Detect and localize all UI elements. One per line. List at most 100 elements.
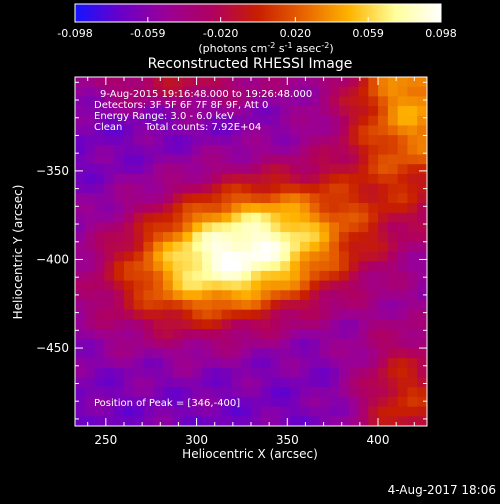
heatmap-cell xyxy=(75,154,86,165)
heatmap-cell xyxy=(202,358,213,369)
heatmap-cell xyxy=(348,125,360,136)
heatmap-cell xyxy=(94,241,105,253)
heatmap-cell xyxy=(84,203,96,214)
heatmap-cell xyxy=(319,86,330,97)
heatmap-cell xyxy=(211,106,223,117)
heatmap-cell xyxy=(182,203,193,214)
heatmap-cell xyxy=(407,106,418,117)
colorbar-tick-label: 0.020 xyxy=(280,27,312,40)
heatmap-cell xyxy=(368,144,379,156)
heatmap-cell xyxy=(143,232,154,243)
heatmap-cell xyxy=(192,338,203,350)
heatmap-cell xyxy=(94,299,105,311)
heatmap-cell xyxy=(299,270,311,282)
heatmap-cell xyxy=(94,329,105,340)
colorbar-tick-label: -0.098 xyxy=(57,27,92,40)
heatmap-cell xyxy=(211,270,223,282)
heatmap-cell xyxy=(211,251,223,262)
heatmap-cell xyxy=(75,164,86,175)
heatmap-cell xyxy=(387,183,399,194)
heatmap-cell xyxy=(270,154,281,165)
heatmap-cell xyxy=(104,193,115,204)
heatmap-cell xyxy=(94,144,105,156)
heatmap-cell xyxy=(397,406,409,417)
heatmap-cell xyxy=(417,86,427,97)
heatmap-cell xyxy=(309,396,321,408)
heatmap-cell xyxy=(84,232,96,243)
heatmap-cell xyxy=(260,396,272,408)
heatmap-cell xyxy=(202,125,213,136)
heatmap-cell xyxy=(172,222,184,233)
heatmap-cell xyxy=(94,212,105,224)
colorbar-units-label: (photons cm-2 s-1 asec-2) xyxy=(198,41,333,55)
heatmap-cell xyxy=(407,290,418,301)
heatmap-cell xyxy=(397,135,409,146)
heatmap-cell xyxy=(123,212,135,224)
heatmap-cell xyxy=(368,406,379,417)
heatmap-cell xyxy=(123,290,135,301)
heatmap-cell xyxy=(417,290,427,301)
heatmap-cell xyxy=(153,290,164,301)
heatmap-cell xyxy=(270,222,281,233)
heatmap-cell xyxy=(339,387,350,398)
heatmap-cell xyxy=(143,135,154,146)
heatmap-cell xyxy=(378,86,389,97)
heatmap-cell xyxy=(84,222,96,233)
heatmap-cell xyxy=(75,241,86,253)
heatmap-cell xyxy=(221,106,233,117)
heatmap-cell xyxy=(348,173,360,185)
heatmap-cell xyxy=(163,241,174,253)
heatmap-cell xyxy=(75,232,86,243)
heatmap-cell xyxy=(397,290,409,301)
heatmap-cell xyxy=(397,193,409,204)
heatmap-cell xyxy=(153,164,164,175)
heatmap-cell xyxy=(280,299,291,311)
heatmap-cell xyxy=(133,164,145,175)
heatmap-cell xyxy=(358,290,369,301)
heatmap-cell xyxy=(260,338,272,350)
heatmap-cell xyxy=(407,377,418,388)
heatmap-cell xyxy=(368,251,379,262)
heatmap-cell xyxy=(153,348,164,359)
heatmap-cell xyxy=(260,358,272,369)
heatmap-cell xyxy=(387,416,399,426)
heatmap-cell xyxy=(309,241,321,253)
heatmap-cell xyxy=(94,193,105,204)
heatmap-cell xyxy=(94,77,105,88)
heatmap-cell xyxy=(348,115,360,127)
heatmap-cell xyxy=(202,280,213,291)
heatmap-cell xyxy=(202,319,213,330)
heatmap-cell xyxy=(348,329,360,340)
heatmap-cell xyxy=(123,309,135,320)
heatmap-cell xyxy=(319,299,330,311)
heatmap-cell xyxy=(260,348,272,359)
heatmap-cell xyxy=(368,135,379,146)
heatmap-cell xyxy=(348,144,360,156)
heatmap-cell xyxy=(104,406,115,417)
heatmap-cell xyxy=(84,144,96,156)
heatmap-cell xyxy=(114,183,125,194)
heatmap-cell xyxy=(211,329,223,340)
heatmap-cell xyxy=(75,270,86,282)
heatmap-cell xyxy=(143,299,154,311)
heatmap-cell xyxy=(153,135,164,146)
heatmap-cell xyxy=(94,115,105,127)
heatmap-cell xyxy=(407,96,418,107)
heatmap-cell xyxy=(202,348,213,359)
heatmap-cell xyxy=(251,406,262,417)
heatmap-cell xyxy=(280,203,291,214)
heatmap-cell xyxy=(133,212,145,224)
heatmap-cell xyxy=(153,115,164,127)
heatmap-cell xyxy=(211,77,223,88)
heatmap-cell xyxy=(348,387,360,398)
heatmap-cell xyxy=(133,86,145,97)
heatmap-cell xyxy=(84,367,96,379)
heatmap-cell xyxy=(143,416,154,426)
heatmap-cell xyxy=(143,367,154,379)
heatmap-cell xyxy=(407,396,418,408)
heatmap-cell xyxy=(397,416,409,426)
heatmap-cell xyxy=(358,377,369,388)
heatmap-cell xyxy=(368,377,379,388)
heatmap-cell xyxy=(358,406,369,417)
heatmap-cell xyxy=(75,125,86,136)
